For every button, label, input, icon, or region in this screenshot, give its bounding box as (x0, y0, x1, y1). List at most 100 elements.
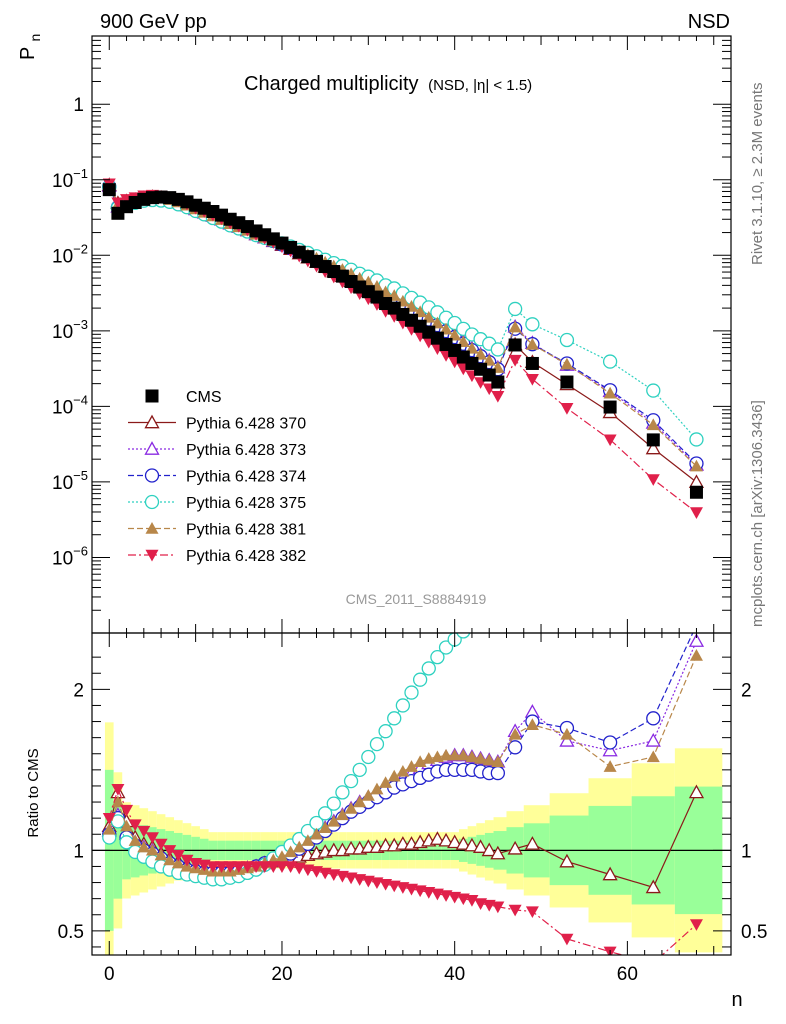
ratio-marker-p375 (526, 474, 539, 487)
ratio-marker-p381 (111, 795, 125, 808)
marker-p375 (559, 332, 575, 348)
ratio-marker-p370 (688, 784, 705, 799)
side-text-bottom: mcplots.cern.ch [arXiv:1306.3436] (749, 400, 766, 627)
marker-p381 (525, 338, 539, 350)
ratio-marker-p381 (379, 776, 393, 788)
legend-marker-p373 (144, 441, 160, 455)
ratio-marker-p381 (413, 755, 427, 767)
ratio-marker-p382 (145, 832, 159, 844)
ratio-marker-p370 (524, 836, 540, 850)
header-right: NSD (688, 11, 730, 33)
ratio-marker-p370 (507, 840, 523, 855)
ratio-marker-p370 (464, 837, 480, 852)
ratio-marker-p381 (396, 764, 410, 777)
ratio-marker-p375 (456, 633, 471, 639)
ratio-marker-p381 (603, 760, 617, 772)
marker-p381 (422, 310, 436, 323)
ratio-marker-p374 (490, 765, 506, 781)
y-axis-label-sub: n (27, 34, 43, 42)
y-tick-exp: −3 (73, 317, 88, 332)
ratio-marker-p381 (163, 853, 177, 866)
ratio-marker-p382 (154, 838, 168, 851)
legend-label: Pythia 6.428 381 (186, 522, 306, 539)
ratio-marker-p382 (275, 861, 289, 873)
marker-p375 (490, 342, 506, 357)
ratio-marker-p374 (507, 740, 523, 755)
y-tick-label: 10−2 (52, 241, 88, 267)
ratio-marker-p382 (223, 861, 237, 873)
marker-p370 (688, 474, 705, 489)
ratio-marker-p382 (111, 783, 125, 796)
ratio-marker-p375 (690, 200, 703, 213)
y-tick-label: 10−4 (52, 392, 88, 418)
cms-point (646, 433, 660, 447)
chart-title: Charged multiplicity (NSD, |η| < 1.5) (244, 73, 532, 95)
ratio-marker-p381 (465, 750, 479, 763)
ratio-marker-p375 (369, 736, 385, 752)
upper-series (101, 177, 705, 519)
ratio-marker-p375 (509, 522, 522, 535)
ratio-marker-p375 (430, 650, 445, 665)
ratio-marker-p375 (465, 615, 478, 628)
ratio-marker-p382 (258, 861, 272, 873)
ratio-marker-p381 (275, 850, 289, 862)
cms-point (525, 356, 539, 370)
legend-label: Pythia 6.428 375 (186, 495, 306, 512)
cms-point (560, 375, 574, 389)
line-p382 (108, 183, 697, 513)
marker-p381 (646, 418, 660, 431)
ratio-marker-p375 (491, 570, 504, 583)
ratio-marker-p381 (474, 752, 488, 764)
ratio-marker-p370 (559, 853, 575, 868)
cms-point (491, 375, 505, 389)
ratio-marker-p381 (292, 840, 306, 853)
legend-label: Pythia 6.428 374 (186, 469, 306, 486)
marker-p381 (603, 386, 617, 399)
y-tick-base: 10 (52, 397, 73, 418)
legend-marker-p370 (144, 414, 160, 429)
legend-label: Pythia 6.428 373 (186, 442, 306, 459)
marker-p381 (560, 357, 574, 370)
ratio-marker-p381 (327, 814, 341, 827)
legend-label: Pythia 6.428 382 (186, 548, 306, 565)
marker-p382 (525, 373, 539, 386)
ratio-y-tick-label: 1 (73, 841, 84, 862)
x-tick-label: 0 (104, 964, 115, 985)
ratio-marker-p382 (491, 901, 505, 914)
legend-marker-p375 (144, 494, 160, 510)
ratio-marker-p382 (560, 933, 574, 946)
ratio-marker-p375 (395, 698, 411, 713)
legend-marker-p382 (145, 549, 159, 562)
marker-p370 (645, 440, 661, 455)
ratio-marker-p375 (647, 280, 660, 293)
marker-p381 (448, 328, 462, 341)
y-tick-label: 1 (73, 95, 84, 116)
ratio-marker-p381 (344, 801, 358, 814)
ratio-marker-p382 (128, 819, 142, 832)
chart-title-main: Charged multiplicity (244, 73, 419, 95)
ratio-marker-p370 (455, 836, 471, 850)
legend-label: Pythia 6.428 370 (186, 416, 306, 433)
x-tick-label: 40 (444, 964, 465, 985)
y-tick-label: 10−3 (52, 317, 88, 343)
ratio-marker-p381 (560, 727, 574, 740)
ratio-marker-p375 (560, 425, 573, 438)
legend: CMS Pythia 6.428 370 Pythia 6.428 373 Pythi… (128, 389, 306, 565)
ratio-marker-p375 (421, 661, 436, 676)
ratio-marker-p381 (120, 819, 134, 832)
marker-p382 (491, 390, 505, 403)
x-tick-label: 60 (617, 964, 638, 985)
marker-p382 (560, 403, 574, 415)
ratio-marker-p381 (491, 755, 505, 767)
y-tick-exp: −5 (73, 468, 88, 483)
ratio-marker-p381 (310, 827, 324, 840)
ratio-marker-p375 (343, 773, 359, 789)
y-tick-base: 10 (52, 171, 73, 192)
marker-p375 (646, 383, 661, 398)
ratio-marker-p375 (438, 640, 454, 655)
ratio-y-tick-label-right: 1 (741, 841, 752, 862)
y-tick-label: 10−1 (52, 166, 88, 192)
ratio-marker-p375 (326, 796, 341, 811)
y-tick-base: 10 (52, 548, 73, 569)
cms-point (102, 183, 116, 197)
